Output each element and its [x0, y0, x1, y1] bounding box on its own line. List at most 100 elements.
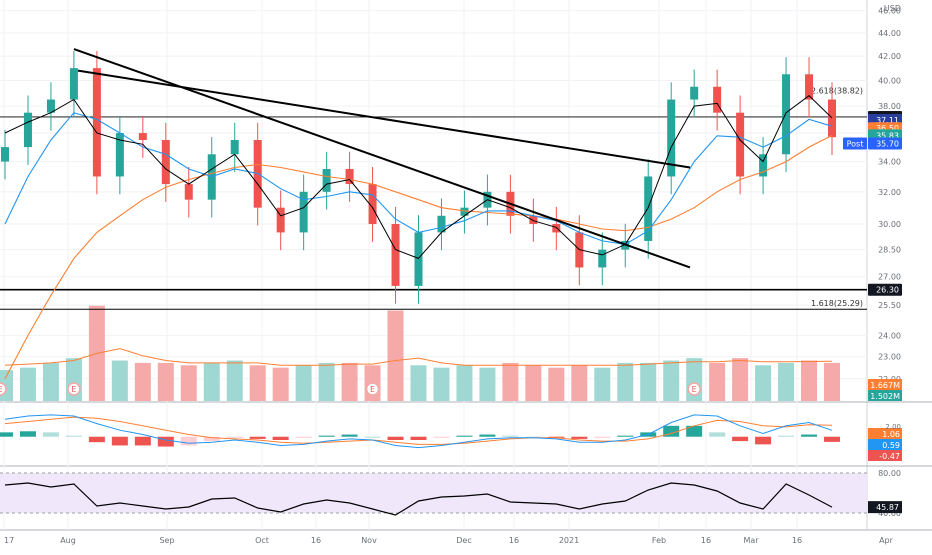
volume-bar [732, 358, 749, 401]
price-tick-label: 34.00 [878, 158, 901, 167]
candle-body[interactable] [115, 133, 124, 177]
macd-histogram-badge-label: -0.47 [879, 452, 900, 461]
volume-bar [525, 365, 542, 401]
time-axis-label: 16 [509, 536, 519, 545]
volume-bar [801, 360, 818, 401]
moving-average-fast [4, 95, 833, 259]
candle-body[interactable] [391, 224, 400, 286]
rsi-badge-label: 45.87 [876, 503, 899, 512]
candle-body[interactable] [368, 184, 377, 225]
candle-body[interactable] [414, 232, 423, 286]
volume-bar [755, 365, 772, 401]
volume-bar [410, 365, 427, 401]
volume-bar [640, 362, 657, 401]
time-axis-label: Feb [652, 536, 666, 545]
macd-histogram-bar [249, 436, 266, 439]
time-axis-label: Sep [159, 536, 174, 545]
macd-histogram-bar [732, 436, 749, 442]
volume-bar [709, 362, 726, 401]
candle-body[interactable] [345, 168, 354, 185]
macd-histogram-bar [755, 436, 772, 445]
candle-body[interactable] [690, 86, 699, 100]
price-tick-label: 23.00 [878, 353, 901, 362]
candle-body[interactable] [161, 140, 170, 185]
candle-body[interactable] [138, 133, 147, 141]
candle-body[interactable] [759, 154, 768, 177]
candle-body[interactable] [437, 215, 446, 233]
volume-bar [571, 365, 588, 401]
post-session-tag [843, 137, 867, 150]
volume-bar [111, 360, 128, 401]
fib-label-lower: 1.618(25.29) [811, 299, 863, 308]
macd-histogram-bar [433, 436, 450, 438]
candle-body[interactable] [736, 112, 745, 177]
volume-bar [157, 362, 174, 401]
macd-histogram-bar [456, 435, 473, 437]
candle-body[interactable] [1, 147, 9, 162]
candle-body[interactable] [46, 99, 55, 113]
earnings-marker[interactable] [67, 382, 81, 396]
macd-histogram-bar [617, 435, 634, 437]
candle-body[interactable] [23, 112, 32, 148]
macd-signal-badge [868, 428, 902, 439]
candle-body[interactable] [276, 207, 285, 233]
candle-body[interactable] [598, 249, 607, 268]
macd-histogram-bar [548, 436, 565, 438]
price-badge-level-low [868, 283, 902, 296]
candle-body[interactable] [667, 99, 676, 177]
price-badge-post-label: 35.70 [876, 140, 899, 149]
macd-histogram-bar [134, 436, 151, 446]
time-axis-label: Dec [456, 536, 471, 545]
price-tick-label: 25.50 [878, 301, 901, 310]
candle-body[interactable] [69, 68, 78, 100]
volume-bar [134, 362, 151, 401]
macd-line [4, 414, 833, 449]
time-axis-label: 16 [701, 536, 711, 545]
price-tick-label: 44.00 [878, 29, 901, 38]
candle-body[interactable] [805, 74, 814, 100]
macd-histogram-bar [157, 436, 174, 447]
candle-body[interactable] [782, 74, 791, 155]
macd-histogram-bar [686, 425, 703, 437]
volume-bar [226, 360, 243, 401]
volume-bar [479, 367, 496, 401]
earnings-marker[interactable] [365, 382, 380, 396]
candle-body[interactable] [92, 68, 101, 177]
candle-body[interactable] [322, 168, 331, 192]
volume-bar [502, 362, 519, 401]
candle-body[interactable] [230, 140, 239, 155]
earnings-marker[interactable] [0, 382, 7, 396]
macd-histogram-bar [226, 436, 243, 438]
macd-histogram-bar [65, 435, 82, 437]
candle-body[interactable] [713, 86, 722, 113]
trendline[interactable] [77, 69, 691, 169]
volume-bar [548, 367, 565, 401]
macd-histogram-bar [42, 432, 59, 437]
candle-body[interactable] [529, 215, 538, 225]
price-tick-label: 27.00 [878, 273, 901, 282]
macd-histogram-bar [502, 435, 519, 437]
macd-histogram-bar [410, 436, 427, 440]
macd-histogram-bar [824, 436, 840, 442]
price-badge-ma-mid-label: 36.50 [876, 124, 899, 133]
macd-histogram-bar [0, 432, 13, 437]
rsi-tick-label: 80.00 [878, 469, 901, 478]
price-tick-label: 46.00 [878, 7, 901, 16]
time-axis-label: 17 [4, 536, 14, 545]
candle-body[interactable] [828, 99, 836, 138]
candle-body[interactable] [644, 176, 653, 241]
earnings-marker[interactable] [687, 382, 701, 396]
candle-body[interactable] [460, 207, 469, 216]
macd-histogram-bar [525, 436, 542, 438]
candle-body[interactable] [299, 191, 308, 233]
macd-badge [868, 439, 902, 450]
rsi-badge [868, 501, 902, 514]
earnings-marker-label: E [71, 385, 76, 394]
candle-body[interactable] [552, 224, 561, 233]
candle-body[interactable] [184, 184, 193, 200]
volume-bar [272, 367, 289, 401]
macd-histogram-bar [19, 431, 36, 437]
